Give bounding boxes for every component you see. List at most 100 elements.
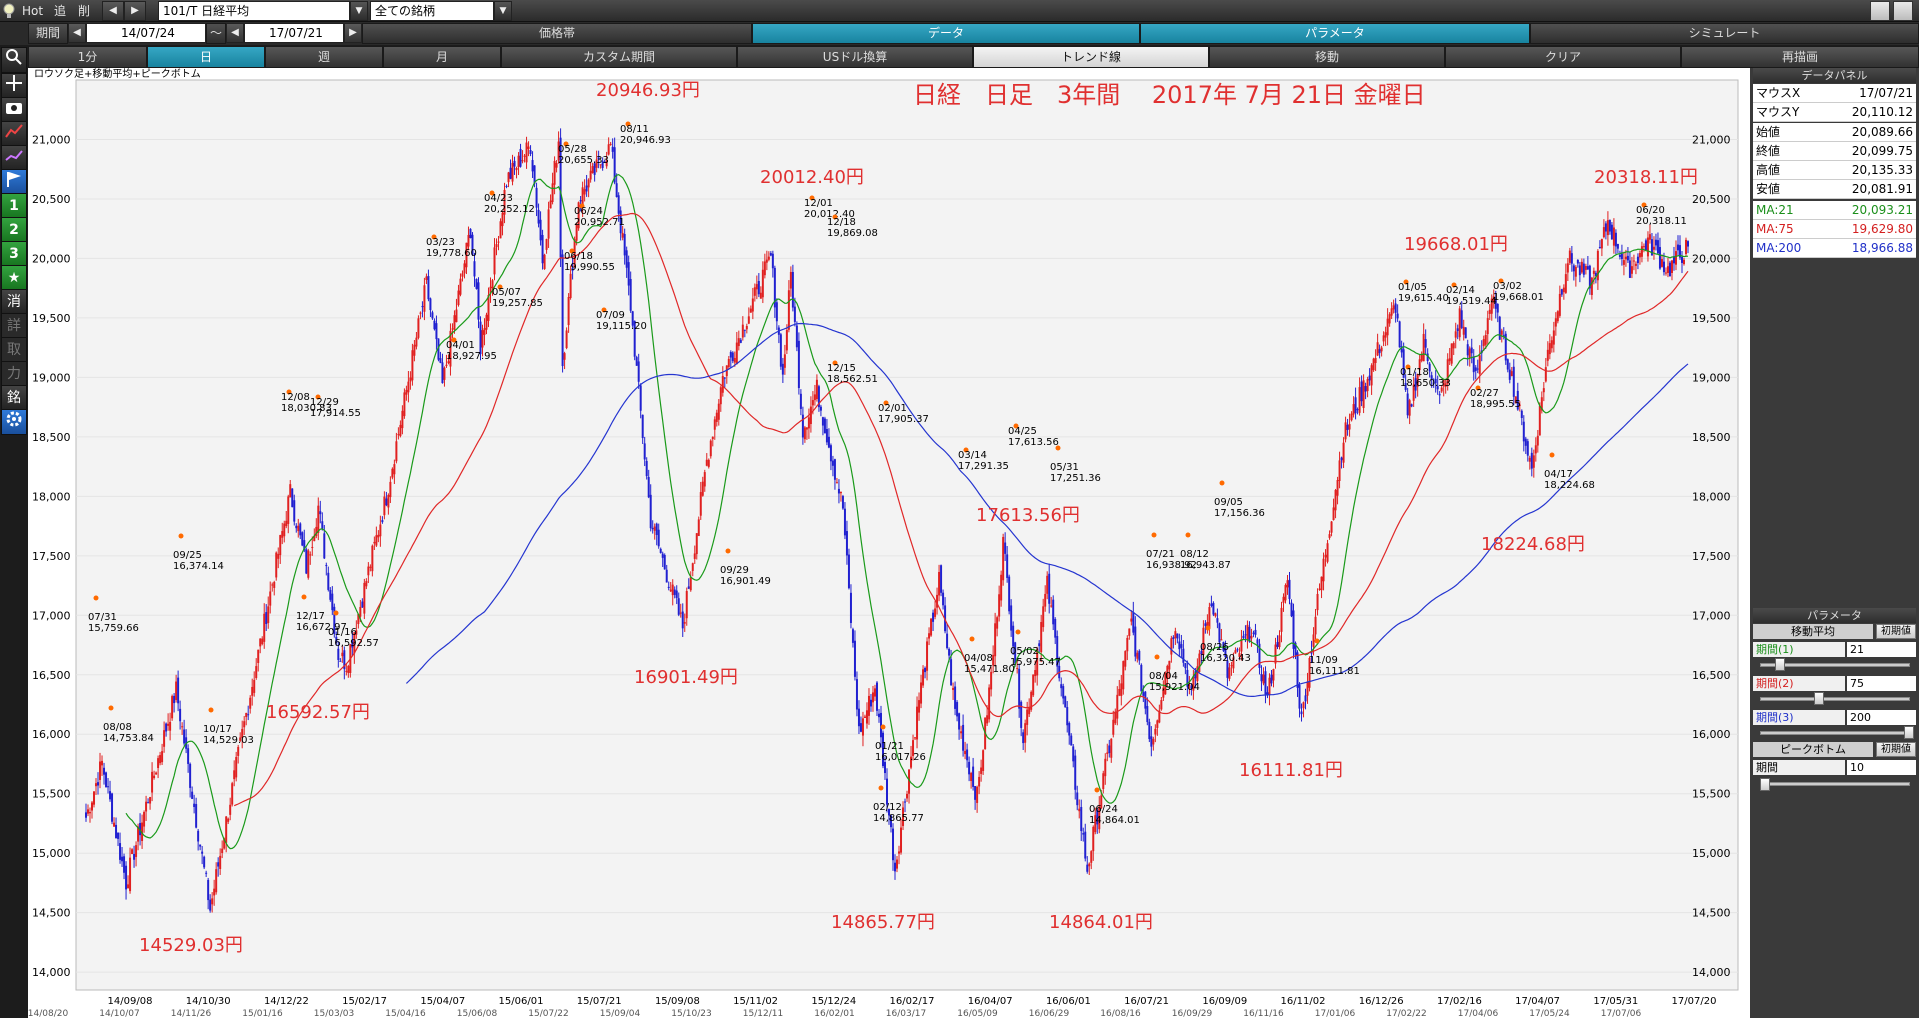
pb-period-value[interactable]: 10 <box>1847 760 1916 775</box>
period-3-slider-knob[interactable] <box>1904 726 1914 739</box>
tab-data[interactable]: データ <box>752 23 1140 44</box>
delete-label[interactable]: 削 <box>78 4 91 18</box>
hot-icon[interactable] <box>2 2 16 20</box>
pb-reset-button[interactable]: 初期値 <box>1876 742 1916 757</box>
candle-body <box>175 681 178 701</box>
tool-10-button[interactable]: 消 <box>1 289 27 315</box>
candle-body <box>559 137 562 258</box>
peak-marker <box>969 636 975 642</box>
x-tick-bottom: 17/01/06 <box>1315 1009 1356 1018</box>
period-2-slider-knob[interactable] <box>1814 692 1824 705</box>
moving-average-header: 移動平均 <box>1753 624 1873 639</box>
symbol-field[interactable]: 101/T 日経平均 <box>158 1 350 21</box>
peak-date: 05/02 <box>1010 646 1039 657</box>
trendline-button[interactable]: トレンド線 <box>973 46 1209 68</box>
period-3-label: 期間(3) <box>1753 710 1845 725</box>
next-arrow-button[interactable]: ▶ <box>124 1 146 21</box>
range-from-prev-button[interactable]: ◀ <box>68 23 86 43</box>
tool-11-button[interactable]: 詳 <box>1 313 27 339</box>
candle-body <box>1676 244 1679 251</box>
peak-bottom-header: ピークボトム <box>1753 742 1873 757</box>
candle-body <box>337 648 340 660</box>
range-to-prev-button[interactable]: ◀ <box>226 23 244 43</box>
x-tick: 17/02/16 <box>1437 996 1482 1007</box>
camera-icon[interactable] <box>1 97 27 123</box>
period-2-slider[interactable] <box>1760 697 1910 701</box>
tool-1-button[interactable]: 1 <box>1 193 27 219</box>
universe-field[interactable]: 全ての銘柄 <box>370 1 494 21</box>
tool-13-button[interactable]: 力 <box>1 361 27 387</box>
candle-body <box>1474 367 1477 371</box>
ma-reset-button[interactable]: 初期値 <box>1876 624 1916 639</box>
candle-body <box>101 760 104 766</box>
peak-value: 18,562.51 <box>827 374 878 385</box>
candle-body <box>970 773 973 782</box>
pb-period-slider[interactable] <box>1760 782 1910 786</box>
minimize-button[interactable] <box>1870 1 1890 21</box>
data-key: 終値 <box>1756 144 1781 158</box>
period-1-slider-knob[interactable] <box>1775 658 1786 671</box>
prev-arrow-button[interactable]: ◀ <box>102 1 124 21</box>
gear-icon[interactable] <box>1 409 27 435</box>
tab-daily[interactable]: 日 <box>147 46 265 68</box>
pb-period-slider-knob[interactable] <box>1760 778 1770 791</box>
tool-3-button[interactable]: 3 <box>1 241 27 267</box>
period-1-slider[interactable] <box>1760 663 1910 667</box>
candle-body <box>1444 383 1447 387</box>
candle-body <box>411 350 414 381</box>
tab-1min[interactable]: 1分 <box>28 46 147 68</box>
candle-body <box>811 400 814 406</box>
candle-body <box>153 775 156 779</box>
candle-body <box>1516 390 1519 410</box>
tab-weekly[interactable]: 週 <box>265 46 383 68</box>
candle-body <box>321 521 324 529</box>
candle-body <box>465 242 468 268</box>
trend-icon[interactable] <box>1 121 27 147</box>
crosshair-icon[interactable] <box>1 73 27 99</box>
close-button[interactable] <box>1893 1 1913 21</box>
data-key: マウスY <box>1756 105 1800 119</box>
candle-body <box>1066 707 1069 726</box>
universe-dropdown-icon[interactable]: ▼ <box>494 1 512 21</box>
candle-body <box>129 857 132 892</box>
hot-label[interactable]: Hot <box>22 4 44 18</box>
peak-date: 08/12 <box>1180 549 1209 560</box>
tool-14-button[interactable]: 銘 <box>1 385 27 411</box>
tab-parameters[interactable]: パラメータ <box>1140 23 1530 44</box>
tool-12-button[interactable]: 取 <box>1 337 27 363</box>
candle-body <box>127 884 130 889</box>
tool-star-button[interactable]: ★ <box>1 265 27 291</box>
range-from-field[interactable]: 14/07/24 <box>86 23 206 43</box>
period-2-value[interactable]: 75 <box>1847 676 1916 691</box>
custom-period-button[interactable]: カスタム期間 <box>501 46 737 68</box>
symbol-dropdown-icon[interactable]: ▼ <box>350 1 368 21</box>
move-button[interactable]: 移動 <box>1209 46 1445 68</box>
tab-simulate[interactable]: シミュレート <box>1530 23 1919 44</box>
candle-body <box>1028 707 1031 715</box>
candle-body <box>269 591 272 606</box>
candle-body <box>920 682 923 704</box>
clear-button[interactable]: クリア <box>1445 46 1681 68</box>
period-3-value[interactable]: 200 <box>1847 710 1916 725</box>
period-3-slider[interactable] <box>1760 731 1910 735</box>
candle-body <box>1074 755 1077 790</box>
data-value: 20,081.91 <box>1851 182 1913 196</box>
tab-monthly[interactable]: 月 <box>383 46 501 68</box>
redraw-button[interactable]: 再描画 <box>1681 46 1919 68</box>
search-icon[interactable] <box>1 47 27 73</box>
line-icon[interactable] <box>1 145 27 171</box>
y-tick-left: 15,000 <box>32 847 71 860</box>
x-tick-bottom: 15/03/03 <box>314 1009 354 1018</box>
tool-2-button[interactable]: 2 <box>1 217 27 243</box>
chart-area[interactable]: ロウソク足+移動平均+ピークボトム 日経 日足 3年間 2017年 7月 21日 … <box>28 68 1750 1018</box>
flag-icon[interactable] <box>1 169 27 195</box>
usd-convert-button[interactable]: USドル換算 <box>737 46 973 68</box>
range-to-next-button[interactable]: ▶ <box>344 23 362 43</box>
x-tick-bottom: 15/07/22 <box>528 1009 568 1018</box>
peak-value: 17,905.37 <box>878 414 929 425</box>
tab-price-band[interactable]: 価格帯 <box>362 23 752 44</box>
period-1-value[interactable]: 21 <box>1847 642 1916 657</box>
add-label[interactable]: 追 <box>54 4 67 18</box>
range-to-field[interactable]: 17/07/21 <box>244 23 344 43</box>
